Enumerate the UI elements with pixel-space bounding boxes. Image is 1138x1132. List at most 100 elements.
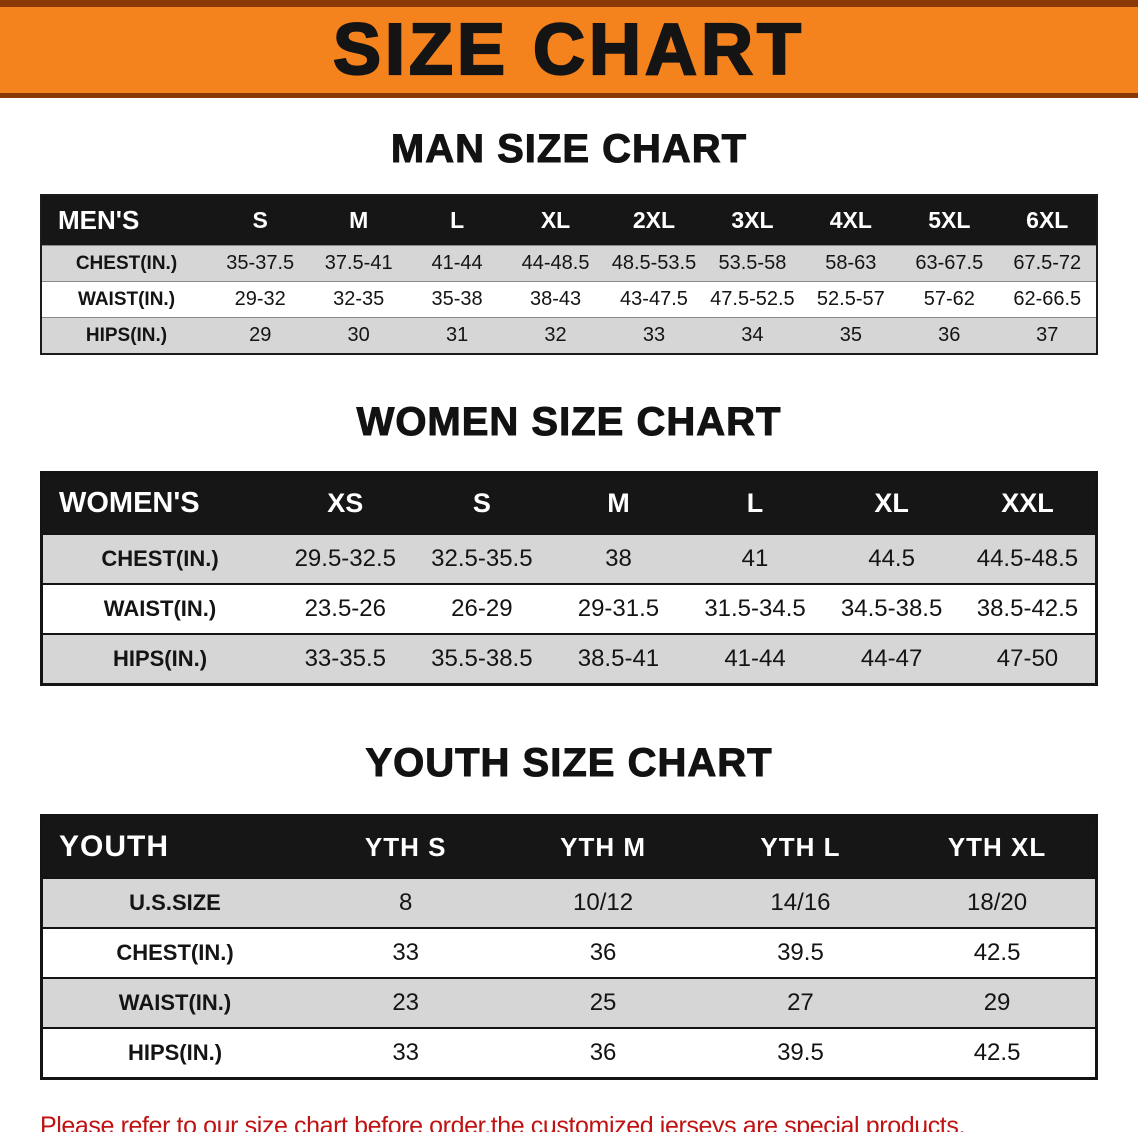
banner: SIZE CHART [0, 0, 1138, 98]
measurement-label: HIPS(IN.) [112, 646, 208, 671]
measurement-row: WAIST(IN.) 23.5-26 26-29 29-31.5 31.5-34.5 34… [41, 584, 1097, 634]
size-value: 53.5-58 [718, 252, 787, 274]
size-value: 33 [392, 939, 420, 966]
size-value: 44-47 [860, 645, 923, 672]
size-value: 47-50 [996, 645, 1059, 672]
size-column-header: 3XL [703, 195, 802, 246]
size-value: 35-38 [431, 288, 483, 310]
measurement-row: CHEST(IN.) 33 36 39.5 42.5 [41, 928, 1097, 978]
size-value: 44-48.5 [521, 252, 590, 274]
size-value: 32-35 [333, 288, 385, 310]
size-value: 31 [445, 324, 469, 346]
size-column-header: L [686, 472, 824, 534]
size-column-header: S [413, 472, 551, 534]
measurement-row: HIPS(IN.) 33-35.5 35.5-38.5 38.5-41 41-44 44-… [41, 634, 1097, 685]
size-value: 8 [399, 889, 413, 916]
size-table-body: CHEST(IN.) 29.5-32.5 32.5-35.5 38 41 44.5 44.5… [41, 534, 1097, 685]
size-value: 39.5 [777, 1039, 824, 1066]
size-value: 38.5-41 [577, 645, 660, 672]
footer-notice: Please refer to our size chart before or… [40, 1110, 1138, 1132]
size-value: 35-37.5 [226, 252, 295, 274]
size-column-header: YTH S [307, 815, 505, 878]
size-value: 36 [938, 324, 961, 346]
size-value: 33-35.5 [304, 645, 386, 672]
size-value: 62-66.5 [1013, 288, 1082, 310]
measurement-row: HIPS(IN.) 33 36 39.5 42.5 [41, 1028, 1097, 1079]
size-value: 52.5-57 [816, 288, 885, 310]
table-title-cell: YOUTH [41, 815, 307, 878]
size-value: 38 [605, 545, 632, 572]
size-table-header-row: MEN'S S M L XL 2XL 3XL 4XL 5XL 6XL [41, 195, 1097, 246]
size-value: 42.5 [973, 939, 1021, 966]
size-value: 57-62 [923, 288, 975, 310]
size-value: 27 [787, 989, 814, 1016]
size-value: 26-29 [451, 595, 513, 622]
size-value: 43-47.5 [620, 288, 688, 310]
size-column-header: YTH XL [899, 815, 1097, 878]
measurement-label: HIPS(IN.) [85, 324, 168, 346]
size-value: 58-63 [825, 252, 877, 274]
size-value: 41-44 [724, 645, 786, 672]
size-value: 23 [392, 989, 420, 1016]
measurement-row: CHEST(IN.) 35-37.5 37.5-41 41-44 44-48.5 48.5… [41, 245, 1097, 282]
size-value: 14/16 [770, 889, 831, 916]
women-size-table: WOMEN'S XS S M L XL XXL CHEST(IN.) 29.5-32.5 32.5… [40, 471, 1098, 686]
size-table-body: CHEST(IN.) 35-37.5 37.5-41 41-44 44-48.5 48.5… [41, 245, 1097, 354]
size-value: 38.5-42.5 [976, 595, 1079, 622]
size-column-header: M [550, 472, 687, 534]
measurement-label: HIPS(IN.) [127, 1040, 223, 1065]
measurement-label: WAIST(IN.) [103, 596, 217, 621]
measurement-label: U.S.SIZE [129, 890, 221, 915]
measurement-label: CHEST(IN.) [75, 252, 178, 274]
measurement-label: CHEST(IN.) [101, 546, 219, 571]
size-value: 44.5-48.5 [976, 545, 1079, 572]
size-value: 29 [249, 324, 272, 346]
table-title-cell: WOMEN'S [41, 472, 277, 534]
size-value: 33 [392, 1039, 420, 1066]
size-value: 29-32 [234, 288, 286, 310]
size-column-header: 6XL [998, 195, 1097, 246]
youth-size-table: YOUTH YTH S YTH M YTH L YTH XL U.S.SIZE 8 10/12… [40, 814, 1098, 1080]
size-value: 32 [544, 324, 567, 346]
size-value: 42.5 [973, 1039, 1021, 1066]
size-value: 29-31.5 [577, 595, 660, 622]
size-value: 63-67.5 [915, 252, 984, 274]
size-value: 37.5-41 [324, 252, 393, 274]
measurement-label: WAIST(IN.) [77, 288, 176, 310]
size-column-header: YTH M [504, 815, 702, 878]
size-value: 33 [642, 324, 666, 346]
size-column-header: S [211, 195, 310, 246]
measurement-label: CHEST(IN.) [116, 940, 234, 965]
measurement-row: WAIST(IN.) 29-32 32-35 35-38 38-43 43-47.5 47.… [41, 281, 1097, 318]
size-value: 67.5-72 [1013, 252, 1082, 274]
size-value: 25 [589, 989, 617, 1016]
size-value: 31.5-34.5 [704, 595, 806, 622]
size-value: 44.5 [868, 545, 915, 572]
measurement-label: WAIST(IN.) [118, 990, 232, 1015]
size-column-header: XL [506, 195, 605, 246]
size-column-header: 4XL [801, 195, 901, 246]
table-title-cell: MEN'S [41, 195, 211, 246]
youth-section: YOUTH SIZE CHART YOUTH YTH S YTH M YTH L YTH… [0, 740, 1138, 1080]
size-value: 35.5-38.5 [431, 645, 533, 672]
size-value: 47.5-52.5 [710, 288, 795, 310]
youth-section-heading: YOUTH SIZE CHART [365, 741, 773, 786]
size-column-header: 5XL [900, 195, 999, 246]
page-title: SIZE CHART [332, 10, 805, 90]
size-column-header: L [407, 195, 507, 246]
size-value: 41-44 [431, 252, 483, 274]
size-column-header: 2XL [604, 195, 704, 246]
size-value: 18/20 [967, 889, 1028, 916]
size-table-header-row: WOMEN'S XS S M L XL XXL [41, 472, 1097, 534]
size-value: 41 [741, 545, 769, 572]
notice-line-1: Please refer to our size chart before or… [40, 1112, 965, 1132]
size-value: 38-43 [529, 288, 582, 310]
measurement-row: WAIST(IN.) 23 25 27 29 [41, 978, 1097, 1028]
size-column-header: XL [823, 472, 960, 534]
size-table-header-row: YOUTH YTH S YTH M YTH L YTH XL [41, 815, 1097, 878]
size-column-header: YTH L [701, 815, 900, 878]
size-value: 39.5 [777, 939, 824, 966]
size-value: 10/12 [573, 889, 634, 916]
size-column-header: XXL [959, 472, 1097, 534]
